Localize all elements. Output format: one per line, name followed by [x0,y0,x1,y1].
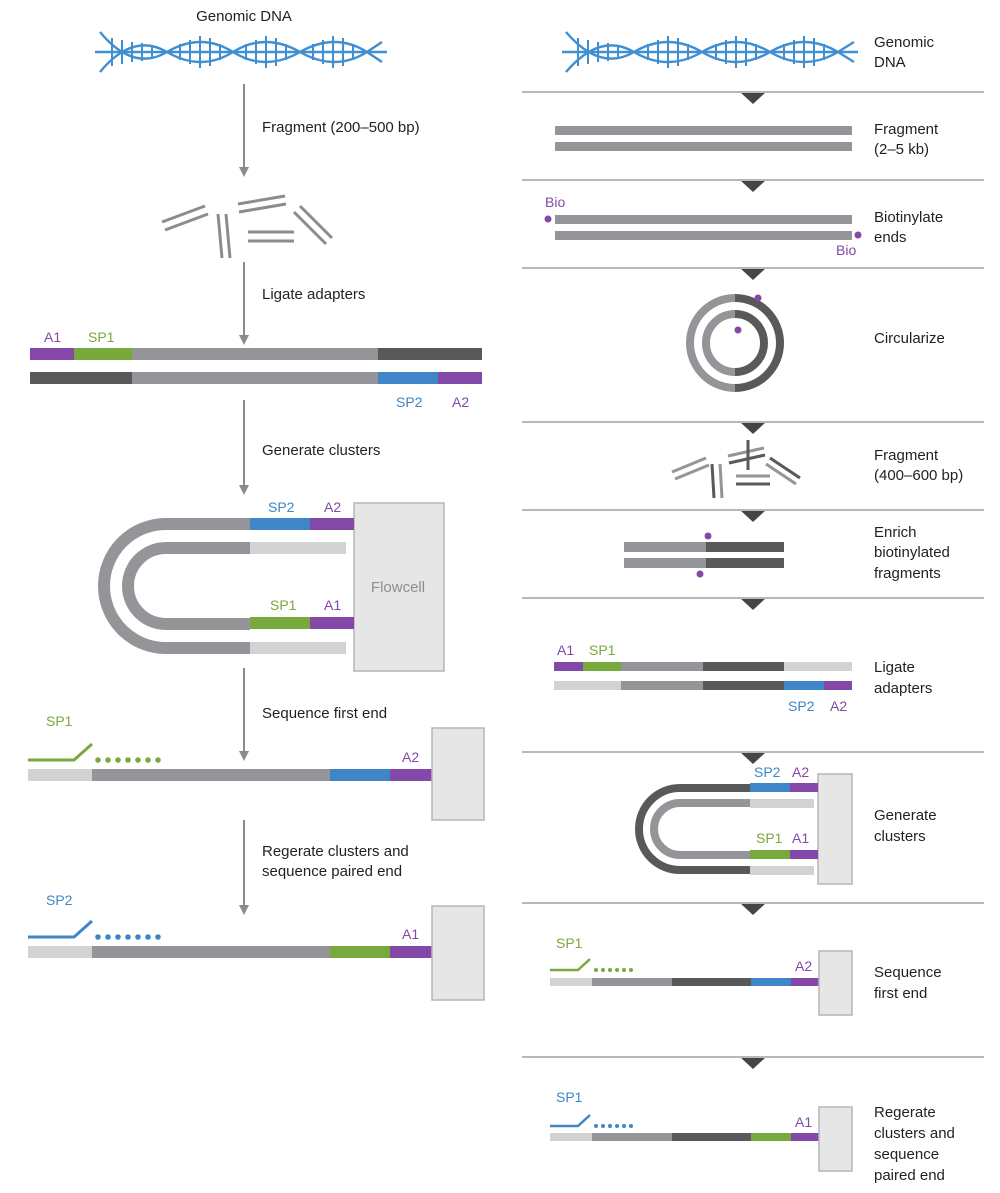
paired-tag-a1: A1 [402,926,419,942]
right-first-end-label-1: Sequence [874,964,942,981]
svg-text:A1: A1 [557,642,574,658]
tag-a2: A2 [452,394,469,410]
dna-helix-icon [95,31,387,73]
svg-text:A2: A2 [795,958,812,974]
long-fragment [555,126,852,151]
right-first-end-label-2: first end [874,985,927,1002]
left-workflow: Genomic DNA [28,8,485,1001]
svg-text:A2: A2 [830,698,847,714]
bio-label-top: Bio [545,194,565,210]
right-cluster-bridge: SP2 A2 SP1 A1 [635,764,853,885]
right-fragment2-label-2: (400–600 bp) [874,467,963,484]
cluster-tag-sp1: SP1 [270,597,297,613]
cluster-bridge: Flowcell SP2 A2 SP1 A1 [98,499,445,672]
dna-helix-right-icon [562,31,858,73]
right-clusters-label-1: Generate [874,807,937,824]
right-genomic-label-2: DNA [874,54,906,71]
enriched-fragment [624,532,784,578]
svg-text:A2: A2 [792,764,809,780]
right-ligated-fragment: A1 SP1 SP2 A2 [554,642,852,714]
svg-text:SP1: SP1 [589,642,616,658]
svg-text:SP1: SP1 [756,830,783,846]
right-enrich-label-3: fragments [874,565,941,582]
first-end-tag-sp1: SP1 [46,713,73,729]
tag-a1: A1 [44,329,61,345]
right-ligate-label-2: adapters [874,680,932,697]
svg-text:A1: A1 [792,830,809,846]
right-paired-label-4: paired end [874,1167,945,1184]
circularized-dna-icon [686,294,784,392]
right-sequence-paired-end: SP1 A1 [550,1089,853,1172]
svg-text:SP2: SP2 [788,698,815,714]
right-workflow: Genomic DNA Fragment (2–5 kb) Bio Bio Bi… [522,31,984,1184]
svg-text:SP1: SP1 [556,1089,583,1105]
step-paired-label-2: sequence paired end [262,863,402,880]
step-paired-label-1: Regerate clusters and [262,843,409,860]
right-fragment-label-1: Fragment [874,121,939,138]
right-sequence-first-end: SP1 A2 [550,935,853,1016]
right-fragment2-label-1: Fragment [874,447,939,464]
right-biotinylate-label-2: ends [874,229,907,246]
first-end-tag-a2: A2 [402,749,419,765]
cluster-tag-sp2: SP2 [268,499,295,515]
tag-sp1: SP1 [88,329,115,345]
right-paired-label-1: Regerate [874,1104,936,1121]
right-circularize-label: Circularize [874,330,945,347]
cluster-tag-a1: A1 [324,597,341,613]
dna-fragments-icon [161,194,334,259]
right-ligate-label-1: Ligate [874,659,915,676]
right-paired-label-3: sequence [874,1146,939,1163]
flowcell-label: Flowcell [371,579,425,596]
ligated-fragment: A1 SP1 SP2 A2 [30,329,482,410]
svg-text:SP1: SP1 [556,935,583,951]
svg-text:A1: A1 [795,1114,812,1130]
svg-text:SP2: SP2 [754,764,781,780]
flowcell-box [353,502,445,672]
cluster-tag-a2: A2 [324,499,341,515]
right-enrich-label-1: Enrich [874,524,917,541]
bio-label-bottom: Bio [836,242,856,258]
genomic-dna-label: Genomic DNA [196,8,292,25]
paired-tag-sp2: SP2 [46,892,73,908]
biotinylated-fragment: Bio Bio [544,194,862,258]
right-fragment-label-2: (2–5 kb) [874,141,929,158]
step-ligate-label: Ligate adapters [262,286,365,303]
right-dividers [522,91,984,1069]
right-genomic-label-1: Genomic [874,34,935,51]
right-enrich-label-2: biotinylated [874,544,950,561]
right-biotinylate-label-1: Biotinylate [874,209,943,226]
small-fragments-icon [671,440,801,499]
right-clusters-label-2: clusters [874,828,926,845]
step-fragment-label: Fragment (200–500 bp) [262,119,420,136]
right-paired-label-2: clusters and [874,1125,955,1142]
step-first-end-label: Sequence first end [262,705,387,722]
sequence-first-end: SP1 A2 [28,713,485,821]
tag-sp2: SP2 [396,394,423,410]
sequence-paired-end: SP2 A1 [28,892,485,1001]
step-clusters-label: Generate clusters [262,442,380,459]
